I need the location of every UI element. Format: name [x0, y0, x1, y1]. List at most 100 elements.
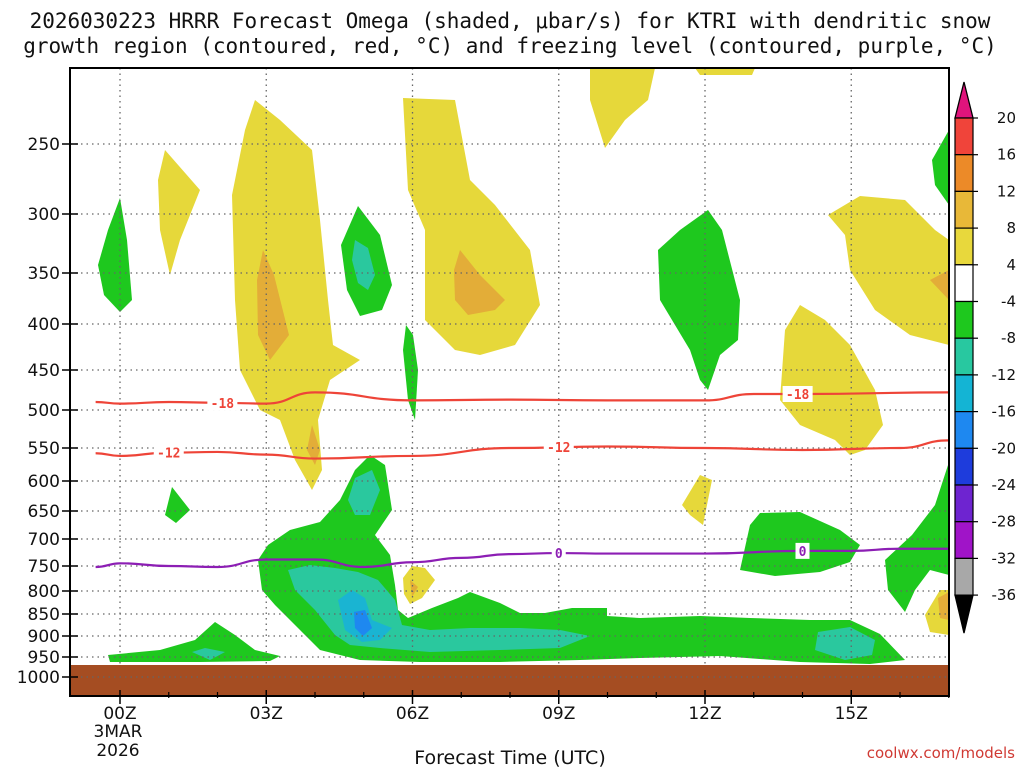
colorbar-segment	[954, 521, 974, 560]
y-tick-label: 400	[28, 315, 60, 335]
omega-region-tan-6	[938, 592, 949, 620]
omega-region-green-3	[403, 325, 418, 420]
omega-region-teal-4	[192, 648, 225, 660]
y-tick-label: 700	[28, 530, 60, 550]
omega-shading	[98, 68, 949, 664]
omega-region-teal-3	[815, 627, 875, 660]
colorbar-segment	[954, 300, 974, 339]
colorbar-segment	[954, 264, 974, 303]
colorbar-segment	[954, 484, 974, 523]
colorbar-label: -4	[1001, 293, 1016, 311]
y-tick-label: 750	[28, 557, 60, 577]
omega-region-yellow-1	[232, 100, 360, 490]
colorbar-label: -36	[992, 586, 1017, 604]
grid	[70, 68, 949, 678]
x-axis-label: Forecast Time (UTC)	[414, 747, 605, 768]
x-tick-label: 12Z	[688, 704, 721, 724]
contour-label-bg	[207, 394, 238, 411]
y-tick-label: 800	[28, 582, 60, 602]
omega-region-green-5	[932, 130, 949, 205]
colorbar-label: -20	[992, 439, 1017, 457]
y-tick-label: 250	[28, 135, 60, 155]
y-tick-label: 1000	[17, 668, 60, 688]
omega-region-green-1	[98, 198, 132, 312]
omega-region-yellow-5	[695, 68, 755, 75]
colorbar-segment	[954, 117, 974, 156]
x-tick-label: 06Z	[396, 704, 429, 724]
y-tick-label: 900	[28, 627, 60, 647]
colorbar-segment	[954, 337, 974, 376]
colorbar-label: -16	[992, 403, 1017, 421]
colorbar-segment	[954, 557, 974, 596]
omega-region-yellow-9	[403, 566, 435, 604]
contour-label: -18	[211, 397, 235, 412]
colorbar-label: -12	[992, 366, 1017, 384]
contour-freezing-0	[95, 547, 949, 569]
omega-region-green-8	[108, 622, 280, 662]
colorbar-label: 20	[997, 109, 1016, 127]
colorbar-label: 12	[997, 182, 1016, 200]
omega-region-tan-1	[257, 250, 289, 360]
contour-label: 0	[555, 547, 563, 562]
y-tick-label: 300	[28, 205, 60, 225]
omega-region-yellow-3	[403, 98, 540, 355]
contour-label-bg	[551, 545, 566, 562]
colorbar-segment	[954, 154, 974, 192]
y-tick-label: 600	[28, 472, 60, 492]
chart-title-line1: 2026030223 HRRR Forecast Omega (shaded, …	[30, 9, 991, 33]
omega-region-green-6	[165, 487, 190, 523]
colorbar-label: 4	[1006, 256, 1016, 274]
colorbar-label: -28	[992, 513, 1017, 531]
omega-region-green-4	[658, 210, 740, 390]
colorbar-top-arrow	[954, 81, 974, 119]
y-tick-label: 850	[28, 605, 60, 625]
omega-region-yellow-7	[780, 305, 883, 455]
contour-label: -12	[547, 441, 570, 456]
y-tick-label: 650	[28, 502, 60, 522]
contour-label-bg	[782, 386, 813, 402]
omega-region-yellow-6	[828, 196, 949, 345]
colorbar-segment	[954, 374, 974, 413]
colorbar-bottom-arrow	[954, 594, 974, 634]
colorbar-label: 8	[1006, 219, 1016, 237]
y-axis: 2503003504004505005506006507007508008509…	[17, 135, 78, 688]
colorbar-label: -32	[992, 549, 1017, 567]
omega-region-green-10	[885, 462, 949, 612]
x-tick-label: 03Z	[250, 704, 283, 724]
contour-label: -18	[786, 388, 810, 403]
omega-region-yellow-2	[158, 150, 200, 275]
colorbar-label: 16	[997, 146, 1016, 164]
colorbar-segment	[954, 411, 974, 449]
y-tick-label: 450	[28, 361, 60, 381]
x-date-line1: 3MAR	[94, 722, 143, 742]
omega-region-tan-5	[410, 580, 418, 597]
y-tick-label: 350	[28, 264, 60, 284]
contour-label-bg	[795, 542, 810, 559]
contour-label: -12	[157, 447, 180, 462]
colorbar-label: -8	[1001, 329, 1016, 347]
contour-label-bg	[543, 439, 574, 456]
x-date-line2: 2026	[96, 741, 139, 761]
colorbar-segment	[954, 190, 974, 229]
omega-region-yellow-4	[590, 68, 655, 148]
omega-region-teal-5	[352, 240, 375, 290]
x-tick-label: 15Z	[835, 704, 868, 724]
colorbar-segment	[954, 227, 974, 266]
y-tick-label: 550	[28, 439, 60, 459]
contour-dendritic-18	[95, 391, 949, 405]
omega-region-tan-3	[307, 425, 320, 465]
y-tick-label: 950	[28, 648, 60, 668]
ground-surface	[70, 665, 949, 696]
colorbar-label: -24	[992, 476, 1017, 494]
colorbar: 20 16 12 8 4 -4 -8 -12 -16 -20 -24 -28 -32 -36	[954, 81, 1017, 634]
x-axis: 00Z 03Z 06Z 09Z 12Z 15Z	[103, 690, 950, 724]
contour-label-bg	[153, 444, 184, 461]
chart-title-line2: growth region (contoured, red, °C) and f…	[23, 34, 997, 58]
contours: -18 -18 -12 -12 0 0	[95, 386, 949, 569]
x-tick-label: 00Z	[103, 704, 136, 724]
omega-region-tan-4	[930, 270, 949, 300]
x-tick-label: 09Z	[542, 704, 575, 724]
credit-link[interactable]: coolwx.com/models	[867, 744, 1015, 762]
y-tick-label: 500	[28, 401, 60, 421]
